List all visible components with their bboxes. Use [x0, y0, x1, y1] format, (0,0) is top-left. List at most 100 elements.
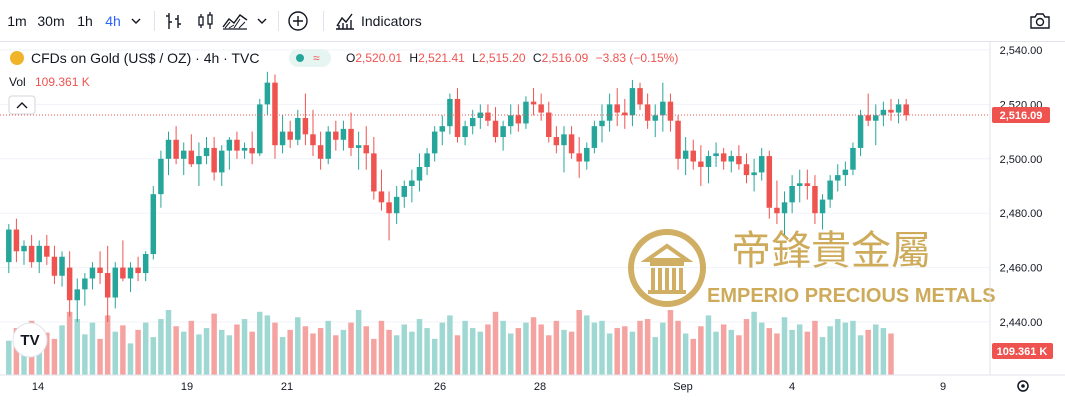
price-axis[interactable]: 2,540.002,520.002,500.002,480.002,460.00…	[1000, 45, 1043, 329]
volume-bar	[279, 337, 286, 375]
candle	[264, 71, 271, 116]
candle	[180, 142, 187, 176]
candle	[622, 98, 628, 129]
emperio-logo-watermark	[628, 229, 706, 307]
volume-bar	[720, 324, 727, 375]
candle	[720, 147, 727, 170]
volume-bar	[736, 335, 742, 375]
volume-bar	[477, 331, 484, 375]
candle	[13, 218, 20, 263]
candle	[850, 142, 856, 176]
volume-bar	[378, 320, 385, 375]
volume-bar	[873, 324, 879, 375]
volume-bar	[241, 319, 248, 375]
volume-bar	[865, 329, 871, 375]
interval-1m-button[interactable]: 1m	[7, 13, 27, 29]
open-label: O	[346, 51, 355, 65]
close-label: C	[533, 51, 542, 65]
candle	[188, 134, 195, 167]
candle	[561, 126, 567, 173]
candle	[774, 180, 780, 225]
interval-dropdown-chevron-icon[interactable]	[128, 10, 144, 32]
camera-snapshot-icon[interactable]	[1028, 10, 1052, 32]
candle	[219, 145, 225, 186]
candle	[226, 137, 233, 170]
chart-style-chevron-icon[interactable]	[254, 10, 270, 32]
interval-4h-button[interactable]: 4h	[105, 13, 121, 29]
candle	[553, 126, 560, 154]
volume-bar	[500, 320, 506, 375]
candle	[44, 234, 50, 265]
interval-1h-button[interactable]: 1h	[77, 13, 93, 29]
volume-bar	[690, 338, 696, 375]
market-status-badge[interactable]: ≈	[289, 49, 331, 67]
candle	[842, 161, 849, 186]
add-compare-plus-icon[interactable]	[287, 10, 309, 32]
candle	[667, 93, 674, 132]
tradingview-logo-icon[interactable]: TV	[12, 322, 48, 358]
volume-bar	[295, 317, 301, 375]
candle	[211, 137, 217, 181]
time-axis[interactable]: 14 19 21 26 28 Sep 4 9	[32, 381, 946, 393]
volume-bar	[150, 337, 157, 375]
volume-bar	[44, 332, 50, 375]
volume-bar	[317, 328, 324, 375]
price-chart[interactable]: 帝鋒貴金屬 EMPERIO PRECIOUS METALS 2,540.00 2,…	[0, 42, 1065, 404]
volume-bar	[348, 322, 354, 375]
candle	[393, 186, 400, 225]
candle	[515, 104, 522, 132]
top-toolbar: 1m 30m 1h 4h Indicators	[0, 0, 1065, 42]
high-label: H	[409, 51, 418, 65]
chart-settings-gear-icon[interactable]	[1017, 380, 1029, 392]
candle	[150, 186, 157, 260]
candle	[203, 137, 210, 165]
chevron-up-icon	[16, 102, 28, 109]
candle	[447, 93, 453, 135]
watermark-english-text: EMPERIO PRECIOUS METALS	[707, 285, 996, 307]
candle	[59, 251, 65, 287]
volume-bar	[774, 333, 780, 375]
indicators-button[interactable]: Indicators	[361, 13, 422, 29]
volume-bar	[249, 331, 255, 375]
volume-bar	[219, 329, 225, 375]
candle	[835, 164, 841, 192]
candle	[409, 169, 415, 203]
candle	[165, 131, 172, 176]
volume-bar	[842, 322, 849, 375]
candle	[568, 126, 575, 159]
symbol-title[interactable]: CFDs on Gold (US$ / OZ) · 4h · TVC	[31, 50, 259, 66]
candle	[135, 256, 141, 282]
volume-bar	[424, 328, 430, 375]
area-chart-style-icon[interactable]	[222, 10, 248, 32]
bar-style-icon[interactable]	[164, 10, 184, 32]
candle	[492, 107, 499, 143]
candle	[28, 234, 35, 268]
candle	[682, 137, 689, 176]
candle	[523, 96, 529, 129]
candle	[880, 101, 887, 127]
indicators-icon[interactable]	[334, 10, 356, 32]
volume-bar	[713, 331, 719, 375]
logo-ring-icon	[628, 229, 706, 307]
candle	[500, 120, 506, 151]
candle	[378, 169, 385, 211]
time-tick-label: 26	[434, 381, 446, 393]
time-tick-label: 4	[789, 381, 795, 393]
candle	[895, 98, 902, 124]
interval-30m-button[interactable]: 30m	[37, 13, 65, 29]
candle	[538, 93, 544, 121]
volume-bar	[637, 320, 643, 375]
volume-bar	[89, 322, 96, 375]
collapse-legend-button[interactable]	[8, 95, 36, 115]
candles-style-icon[interactable]	[196, 10, 216, 32]
volume-bar	[127, 343, 134, 375]
candle	[241, 142, 248, 159]
logo-temple-icon	[640, 243, 694, 294]
candle	[599, 104, 605, 143]
volume-bar	[173, 326, 179, 375]
volume-bar	[667, 310, 674, 375]
candle	[431, 126, 438, 162]
candle	[196, 142, 202, 186]
candle	[477, 104, 484, 129]
candle	[462, 120, 468, 146]
